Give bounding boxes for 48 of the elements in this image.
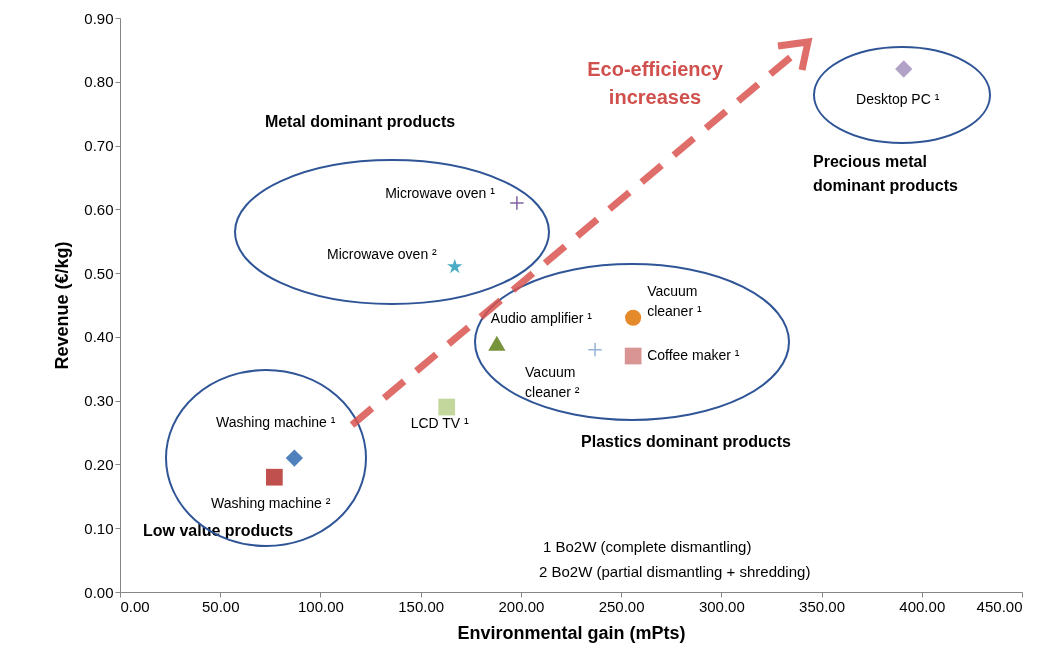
point — [625, 309, 642, 326]
point — [265, 468, 283, 486]
x-tick-label: 50.00 — [201, 597, 240, 615]
x-tick-label: 350.00 — [799, 597, 845, 615]
point — [624, 347, 642, 365]
y-tick-label: 0.20 — [84, 455, 114, 473]
y-tick-label: 0.90 — [84, 9, 114, 27]
annotation: Eco-efficiency increases — [587, 58, 724, 108]
x-tick-label: 100.00 — [298, 597, 344, 615]
series-label: Washing machine ² — [211, 495, 331, 512]
y-tick-label: 0.10 — [84, 519, 114, 537]
point — [509, 195, 525, 211]
x-tick-label: 0.00 — [120, 597, 150, 615]
annotation: 1 Bo2W (complete dismantling) — [543, 538, 752, 555]
x-tick-label: 450.00 — [976, 597, 1023, 615]
y-tick-label: 0.00 — [84, 583, 114, 601]
series-label: Coffee maker ¹ — [647, 347, 740, 364]
y-tick-label: 0.70 — [84, 137, 114, 155]
x-axis-title: Environmental gain (mPts) — [457, 622, 686, 643]
series-label: Vacuum cleaner ¹ — [647, 282, 702, 319]
y-tick-label: 0.40 — [84, 328, 114, 346]
y-axis-title: Revenue (€/kg) — [52, 241, 73, 370]
y-tick-label: 0.30 — [84, 392, 114, 410]
series-label: Microwave oven ² — [327, 245, 438, 262]
series-label: LCD TV ¹ — [410, 415, 470, 432]
point — [438, 398, 456, 416]
x-tick-label: 150.00 — [398, 597, 445, 615]
x-tick-label: 250.00 — [598, 597, 645, 615]
x-tick-label: 200.00 — [498, 597, 545, 615]
point — [587, 342, 603, 358]
y-tick-label: 0.80 — [84, 73, 114, 91]
y-tick-label: 0.60 — [84, 200, 114, 218]
point — [488, 335, 506, 351]
y-tick-label: 0.50 — [84, 264, 114, 282]
series-label: Desktop PC ¹ — [856, 91, 940, 108]
annotation: Precious metal dominant products — [813, 153, 958, 194]
x-tick-label: 400.00 — [899, 597, 946, 615]
series-label: Audio amplifier ¹ — [490, 310, 593, 327]
point — [285, 449, 304, 467]
series-label: Vacuum cleaner ² — [525, 363, 580, 400]
x-tick-label: 300.00 — [698, 597, 745, 615]
point — [895, 60, 913, 78]
text: Washing machine ¹ — [216, 414, 336, 431]
series-label: Microwave oven ¹ — [385, 184, 496, 201]
annotation: Plastics dominant products — [581, 433, 792, 450]
annotation: 2 Bo2W (partial dismantling + shredding) — [539, 563, 811, 580]
annotation: Metal dominant products — [264, 113, 456, 130]
point — [447, 258, 463, 274]
